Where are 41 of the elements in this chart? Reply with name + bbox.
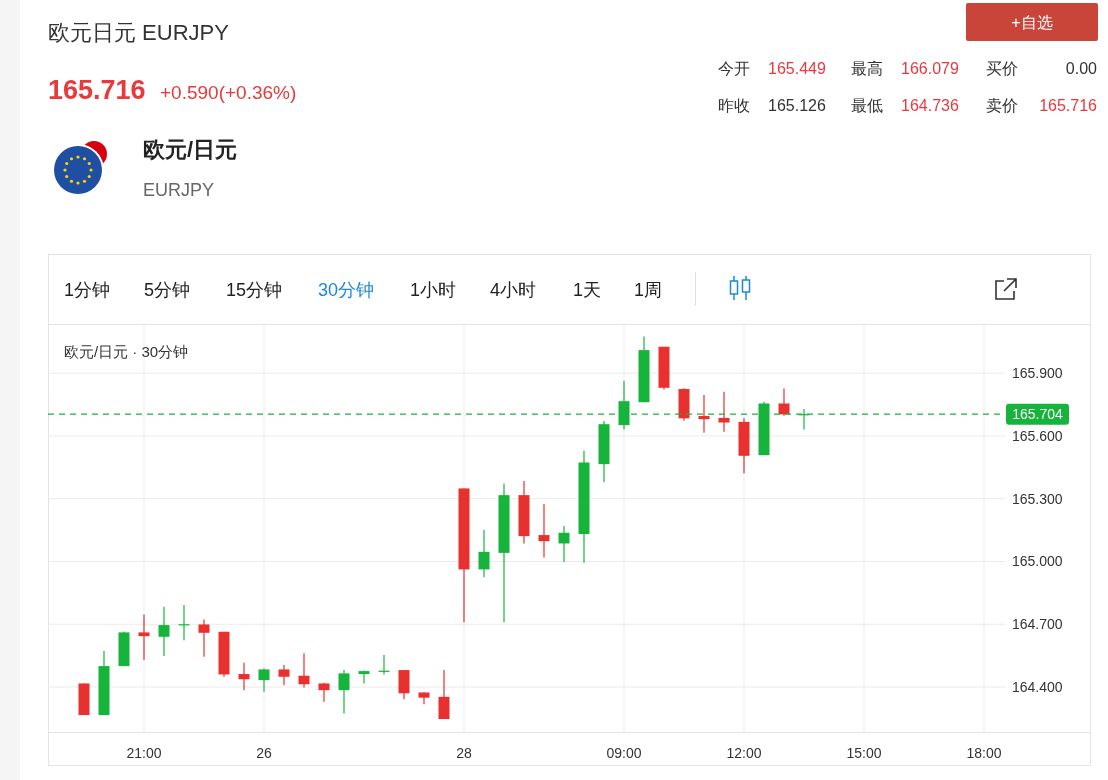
text: 欧元/日元 · 30分钟 [64, 343, 189, 360]
text: 30分钟 [318, 280, 375, 300]
text: 最低 [851, 97, 883, 114]
text: 欧元日元 EURJPY [48, 20, 230, 45]
x-tick-label: 28 [456, 745, 472, 761]
text: 165.126 [768, 97, 826, 114]
y-tick-label: 165.900 [1012, 365, 1063, 382]
text: 4小时 [490, 280, 537, 300]
text: +0.590(+0.36%) [160, 82, 297, 103]
ref-line-label: 165.704 [1012, 406, 1064, 423]
text: 5分钟 [144, 280, 191, 300]
text: EURJPY [143, 180, 215, 200]
x-tick-label: 12:00 [726, 745, 762, 761]
text: 今开 [718, 60, 750, 77]
text: 165.716 [1039, 97, 1098, 114]
y-tick-label: 165.000 [1012, 553, 1063, 570]
x-tick-label: 15:00 [846, 745, 882, 761]
text: 昨收 [718, 97, 750, 114]
text: 165.716 [48, 75, 146, 105]
text: 166.079 [901, 60, 959, 77]
text: 买价 [986, 60, 1018, 77]
text: 最高 [851, 60, 883, 77]
y-tick-label: 165.300 [1012, 490, 1063, 507]
text: 0.00 [1065, 60, 1098, 77]
text: 15分钟 [226, 280, 283, 300]
text: 1小时 [410, 280, 457, 300]
x-tick-label: 18:00 [966, 745, 1002, 761]
text: 164.736 [901, 97, 959, 114]
text: 欧元/日元 [143, 137, 238, 162]
y-tick-label: 164.700 [1012, 616, 1063, 633]
text: 卖价 [986, 97, 1018, 114]
text: 1天 [573, 280, 602, 300]
text: 1分钟 [64, 280, 111, 300]
button: +自选 [966, 3, 1098, 41]
x-tick-label: 26 [256, 745, 272, 761]
y-tick-label: 165.600 [1012, 427, 1063, 444]
x-tick-label: 09:00 [606, 745, 642, 761]
text: 1周 [634, 280, 663, 300]
y-tick-label: 164.400 [1012, 679, 1063, 696]
text: 165.449 [768, 60, 826, 77]
x-tick-label: 21:00 [126, 745, 162, 761]
